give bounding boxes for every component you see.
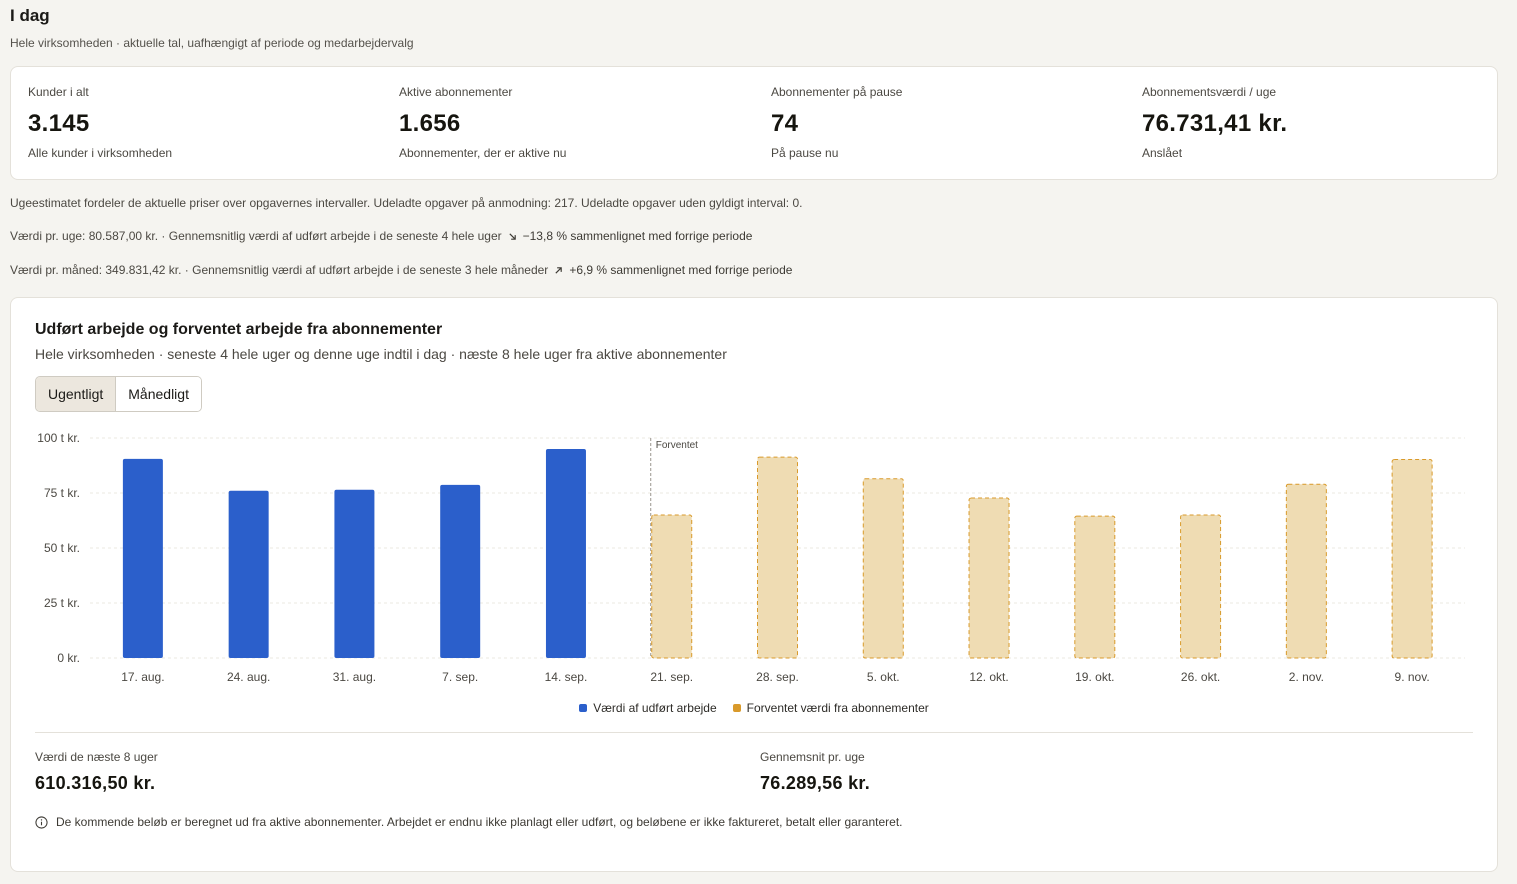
bar-completed [545, 449, 586, 658]
y-tick-label: 0 kr. [57, 651, 80, 665]
stat-label: Gennemsnit pr. uge [760, 750, 865, 764]
period-toggle: Ugentligt Månedligt [35, 376, 202, 412]
legend-label-completed: Værdi af udført arbejde [593, 701, 717, 715]
x-tick-label: 2. nov. [1289, 670, 1324, 684]
bar-forecast [1391, 459, 1433, 659]
stat-value: 610.316,50 kr. [35, 773, 156, 793]
bar-chart: 0 kr. 25 t kr. 50 t kr. 75 t kr. 100 t kr. Fo… [37, 431, 1465, 684]
weekly-trend-text: −13,8 % sammenlignet med forrige periode [522, 229, 753, 243]
stat-label: Værdi de næste 8 uger [35, 750, 158, 764]
weekly-value-note: Værdi pr. uge: 80.587,00 kr. · Gennemsni… [10, 229, 752, 243]
page-subtitle: Hele virksomheden · aktuelle tal, uafhæn… [10, 36, 414, 50]
x-tick-label: 14. sep. [545, 670, 588, 684]
disclaimer: De kommende beløb er beregnet ud fra akt… [35, 815, 903, 829]
bar-completed [334, 489, 375, 658]
page-title: I dag [10, 6, 50, 25]
stat-next-8-weeks: Værdi de næste 8 uger 610.316,50 kr. [35, 750, 158, 794]
x-tick-label: 26. okt. [1181, 670, 1220, 684]
bar-forecast [1074, 515, 1116, 659]
y-tick-label: 75 t kr. [44, 486, 80, 500]
forecast-marker-label: Forventet [656, 440, 698, 451]
kpi-value: 3.145 [28, 110, 90, 137]
kpi-sub: Abonnementer, der er aktive nu [399, 146, 567, 160]
weekly-value-text: Værdi pr. uge: 80.587,00 kr. · Gennemsni… [10, 229, 502, 243]
disclaimer-text: De kommende beløb er beregnet ud fra akt… [56, 815, 903, 829]
x-tick-label: 12. okt. [969, 670, 1008, 684]
monthly-value-note: Værdi pr. måned: 349.831,42 kr. · Gennem… [10, 263, 792, 277]
legend-swatch-completed [579, 704, 588, 712]
bar-completed [122, 458, 163, 658]
kpi-value: 1.656 [399, 110, 461, 137]
x-tick-label: 9. nov. [1395, 670, 1430, 684]
kpi-label: Abonnementer på pause [771, 85, 903, 99]
divider [35, 732, 1473, 733]
monthly-trend-text: +6,9 % sammenlignet med forrige periode [569, 263, 793, 277]
estimate-note: Ugeestimatet fordeler de aktuelle priser… [10, 196, 803, 210]
bar-forecast [1180, 514, 1222, 659]
legend-label-forecast: Forventet værdi fra abonnementer [746, 701, 929, 715]
x-tick-label: 24. aug. [227, 670, 270, 684]
weekly-trend: −13,8 % sammenlignet med forrige periode [508, 229, 753, 243]
kpi-sub: Anslået [1142, 146, 1183, 160]
x-tick-label: 17. aug. [121, 670, 164, 684]
kpi-value: 76.731,41 kr. [1142, 110, 1288, 137]
kpi-label: Aktive abonnementer [399, 85, 513, 99]
arrow-up-right-icon [555, 266, 563, 274]
y-tick-label: 100 t kr. [37, 431, 80, 445]
legend-item-completed: Værdi af udført arbejde [579, 701, 717, 715]
monthly-trend: +6,9 % sammenlignet med forrige periode [554, 263, 792, 277]
x-tick-label: 7. sep. [442, 670, 478, 684]
y-tick-label: 25 t kr. [44, 596, 80, 610]
toggle-monthly-button[interactable]: Månedligt [115, 377, 201, 411]
chart-card: Udført arbejde og forventet arbejde fra … [10, 297, 1498, 872]
legend-swatch-forecast [732, 704, 741, 712]
kpi-value: 74 [771, 110, 799, 137]
bar-forecast [651, 514, 693, 659]
legend-item-forecast: Forventet værdi fra abonnementer [732, 701, 929, 715]
toggle-weekly-button[interactable]: Ugentligt [36, 377, 116, 411]
bar-completed [228, 490, 269, 658]
monthly-value-text: Værdi pr. måned: 349.831,42 kr. · Gennem… [10, 263, 549, 277]
bar-forecast [968, 497, 1010, 659]
y-tick-label: 50 t kr. [44, 541, 80, 555]
bar-forecast [757, 456, 798, 659]
kpi-label: Abonnementsværdi / uge [1142, 85, 1277, 99]
bar-completed [440, 484, 481, 658]
x-tick-label: 5. okt. [867, 670, 900, 684]
stat-average-per-week: Gennemsnit pr. uge 76.289,56 kr. [760, 750, 870, 794]
kpi-sub: Alle kunder i virksomheden [28, 146, 173, 160]
bar-forecast [1285, 483, 1327, 659]
chart-subtitle: Hele virksomheden · seneste 4 hele uger … [35, 346, 727, 362]
kpi-label: Kunder i alt [28, 85, 89, 99]
stat-value: 76.289,56 kr. [760, 773, 871, 793]
x-tick-label: 19. okt. [1075, 670, 1114, 684]
x-tick-label: 21. sep. [650, 670, 693, 684]
chart-legend: Værdi af udført arbejde Forventet værdi … [11, 701, 1497, 715]
bar-forecast [862, 478, 904, 659]
arrow-down-right-icon [509, 232, 516, 240]
x-tick-label: 28. sep. [756, 670, 799, 684]
info-icon [35, 815, 48, 829]
kpi-card: Kunder i alt 3.145 Alle kunder i virksom… [10, 66, 1498, 180]
chart-title: Udført arbejde og forventet arbejde fra … [35, 321, 443, 338]
kpi-sub: På pause nu [771, 146, 839, 160]
x-tick-label: 31. aug. [333, 670, 376, 684]
